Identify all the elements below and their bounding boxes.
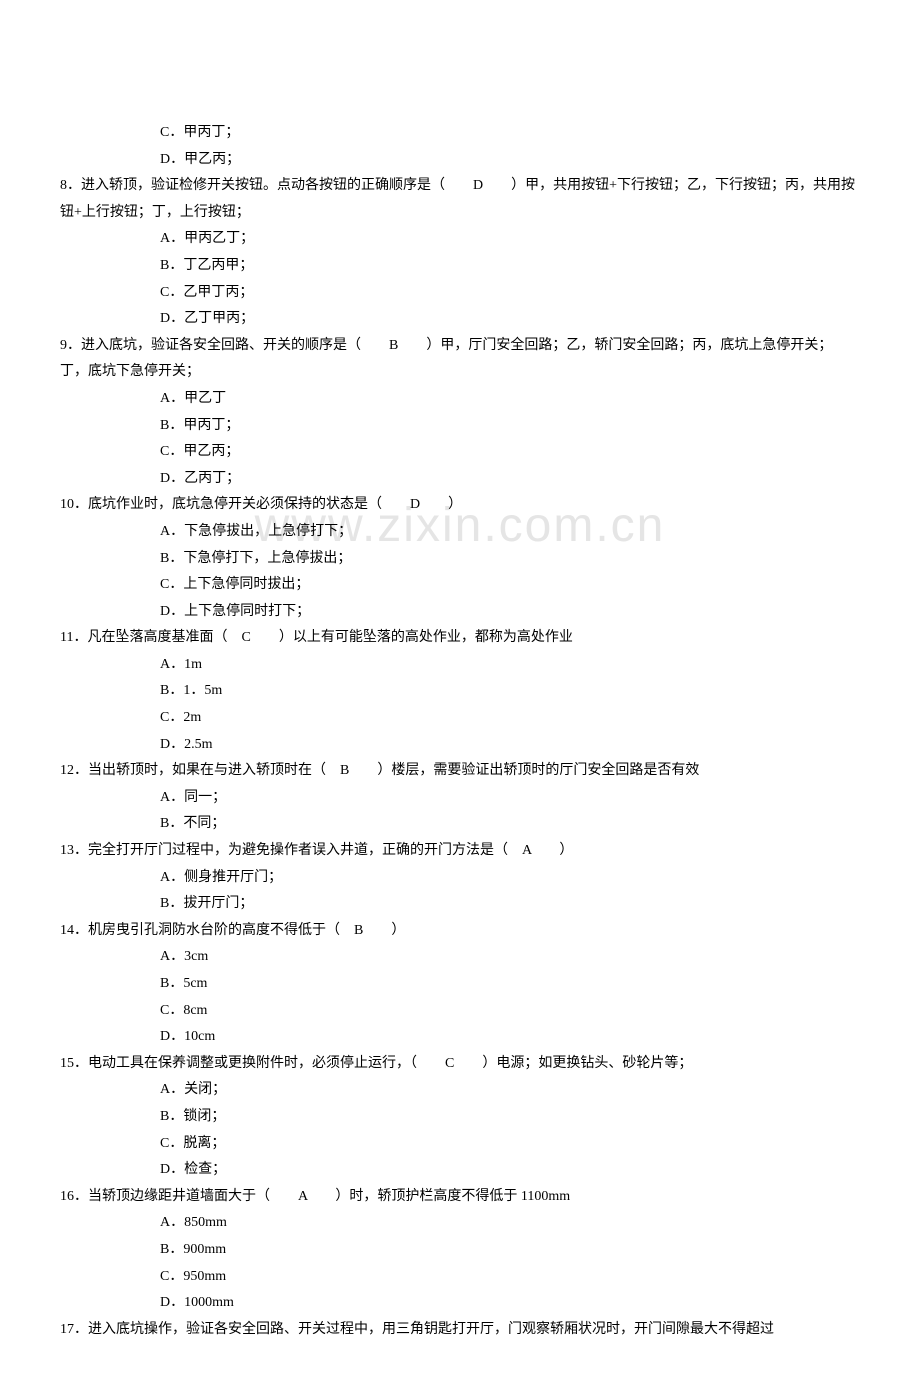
answer-option: D．甲乙丙； xyxy=(60,147,860,174)
question-text: 16．当轿顶边缘距井道墙面大于（ A ）时，轿顶护栏高度不得低于 1100mm xyxy=(60,1184,860,1211)
answer-option: A．关闭； xyxy=(60,1077,860,1104)
answer-option: A．3cm xyxy=(60,944,860,971)
answer-option: A．下急停拔出，上急停打下； xyxy=(60,519,860,546)
question-text: 17．进入底坑操作，验证各安全回路、开关过程中，用三角钥匙打开厅，门观察轿厢状况… xyxy=(60,1317,860,1344)
answer-option: C．上下急停同时拔出； xyxy=(60,572,860,599)
answer-option: B．锁闭； xyxy=(60,1104,860,1131)
answer-option: B．不同； xyxy=(60,811,860,838)
answer-option: C．脱离； xyxy=(60,1131,860,1158)
answer-option: B．拔开厅门； xyxy=(60,891,860,918)
answer-option: D．2.5m xyxy=(60,732,860,759)
answer-option: C．甲乙丙； xyxy=(60,439,860,466)
answer-option: C．950mm xyxy=(60,1264,860,1291)
answer-option: D．10cm xyxy=(60,1024,860,1051)
question-text: 15．电动工具在保养调整或更换附件时，必须停止运行，（ C ）电源；如更换钻头、… xyxy=(60,1051,860,1078)
answer-option: D．乙丁甲丙； xyxy=(60,306,860,333)
answer-option: A．同一； xyxy=(60,785,860,812)
answer-option: C．2m xyxy=(60,705,860,732)
answer-option: B．丁乙丙甲； xyxy=(60,253,860,280)
answer-option: D．乙丙丁； xyxy=(60,466,860,493)
answer-option: A．甲丙乙丁； xyxy=(60,226,860,253)
answer-option: B．下急停打下，上急停拔出； xyxy=(60,546,860,573)
answer-option: B．5cm xyxy=(60,971,860,998)
answer-option: C．8cm xyxy=(60,998,860,1025)
answer-option: A．甲乙丁 xyxy=(60,386,860,413)
answer-option: C．甲丙丁； xyxy=(60,120,860,147)
question-text: 14．机房曳引孔洞防水台阶的高度不得低于（ B ） xyxy=(60,918,860,945)
question-text: 8．进入轿顶，验证检修开关按钮。点动各按钮的正确顺序是（ D ）甲，共用按钮+下… xyxy=(60,173,860,226)
document-content: C．甲丙丁；D．甲乙丙；8．进入轿顶，验证检修开关按钮。点动各按钮的正确顺序是（… xyxy=(60,120,860,1343)
answer-option: A．侧身推开厅门； xyxy=(60,865,860,892)
answer-option: B．1．5m xyxy=(60,678,860,705)
answer-option: A．850mm xyxy=(60,1210,860,1237)
question-text: 12．当出轿顶时，如果在与进入轿顶时在（ B ）楼层，需要验证出轿顶时的厅门安全… xyxy=(60,758,860,785)
answer-option: B．900mm xyxy=(60,1237,860,1264)
answer-option: C．乙甲丁丙； xyxy=(60,280,860,307)
question-text: 13．完全打开厅门过程中，为避免操作者误入井道，正确的开门方法是（ A ） xyxy=(60,838,860,865)
question-text: 9．进入底坑，验证各安全回路、开关的顺序是（ B ）甲，厅门安全回路；乙，轿门安… xyxy=(60,333,860,386)
answer-option: D．1000mm xyxy=(60,1290,860,1317)
answer-option: D．上下急停同时打下； xyxy=(60,599,860,626)
question-text: 10．底坑作业时，底坑急停开关必须保持的状态是（ D ） xyxy=(60,492,860,519)
answer-option: B．甲丙丁； xyxy=(60,413,860,440)
question-text: 11．凡在坠落高度基准面（ C ）以上有可能坠落的高处作业，都称为高处作业 xyxy=(60,625,860,652)
answer-option: A．1m xyxy=(60,652,860,679)
answer-option: D．检查； xyxy=(60,1157,860,1184)
